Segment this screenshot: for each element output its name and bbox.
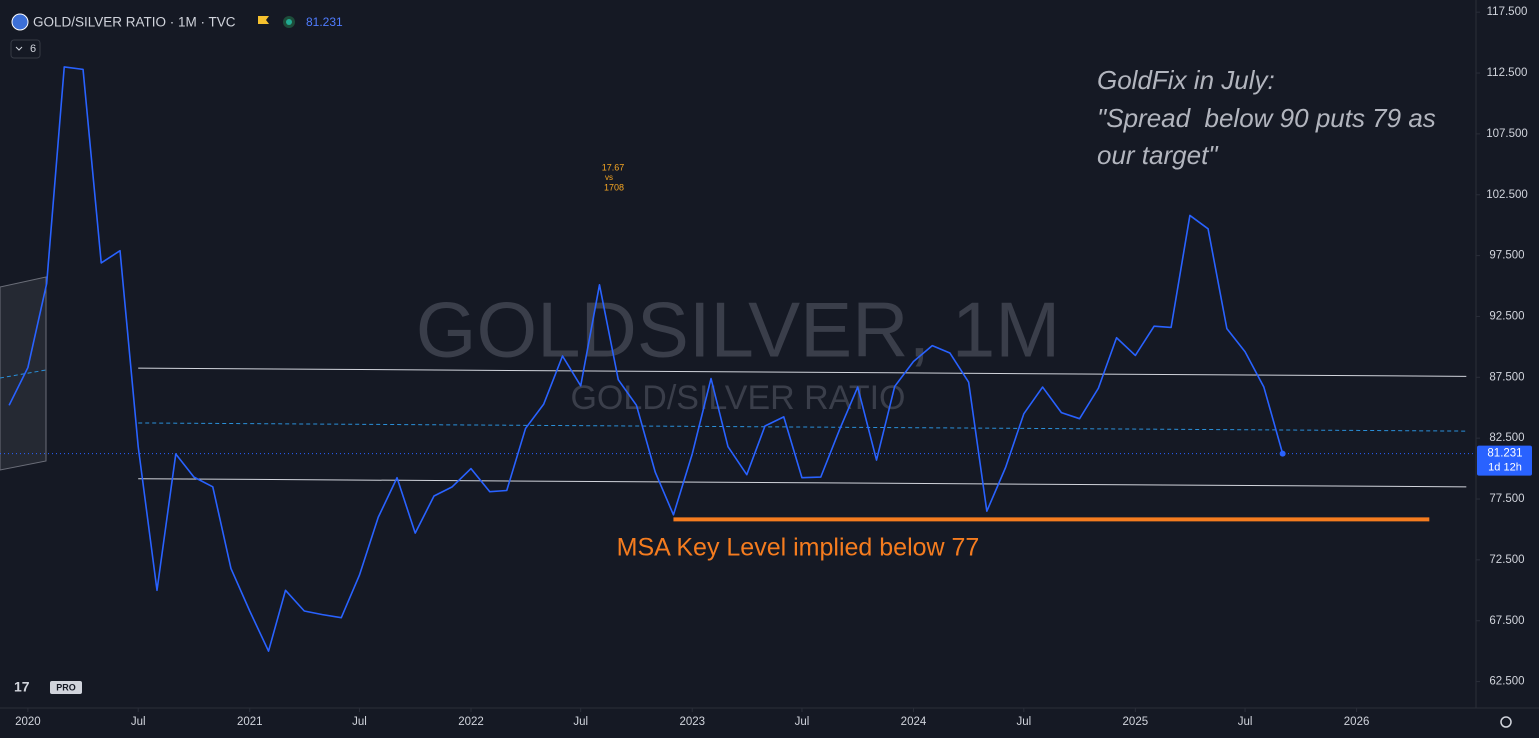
trendline (138, 367, 1467, 377)
annotation: "Spread below 90 puts 79 as (1097, 103, 1436, 133)
y-tick-label: 112.500 (1487, 67, 1528, 79)
watermark: GOLDSILVER, 1M (416, 286, 1060, 374)
logo-badge-text: PRO (56, 682, 76, 692)
trendline (138, 478, 1467, 488)
annotation: GoldFix in July: (1097, 65, 1275, 95)
y-tick-label: 87.500 (1489, 371, 1524, 383)
y-tick-label: 67.500 (1489, 615, 1524, 627)
y-tick-label: 107.500 (1486, 128, 1528, 140)
price-label: 81.231 (1487, 448, 1522, 460)
x-tick-label: 2020 (15, 716, 41, 728)
indicator-toggle[interactable] (10, 39, 41, 59)
x-tick-label: 2025 (1123, 716, 1149, 728)
chart-title[interactable]: GOLD/SILVER RATIO · 1M · TVC (33, 15, 236, 30)
logo-badge (50, 681, 82, 694)
small-note: 1708 (604, 182, 624, 192)
small-note: vs (605, 173, 613, 182)
channel-midline (0, 369, 47, 379)
x-tick-label: Jul (1016, 716, 1031, 728)
last-price: 81.231 (306, 15, 343, 29)
plot-area (0, 66, 1476, 652)
price-label-box (1477, 445, 1532, 476)
key-level-label: MSA Key Level implied below 77 (617, 534, 980, 562)
x-tick-label: Jul (1238, 716, 1253, 728)
x-tick-label: Jul (131, 716, 146, 728)
x-tick-label: Jul (795, 716, 810, 728)
y-tick-label: 82.500 (1489, 432, 1524, 444)
last-point (1279, 450, 1286, 457)
watermark-subtitle: GOLD/SILVER RATIO (570, 379, 905, 417)
y-tick-label: 117.500 (1487, 6, 1528, 18)
y-tick-label: 102.500 (1486, 189, 1528, 201)
countdown-label: 1d 12h (1488, 462, 1522, 474)
annotation: our target" (1097, 140, 1219, 170)
settings-icon[interactable] (1500, 716, 1512, 728)
trendline (138, 422, 1467, 432)
y-tick-label: 92.500 (1489, 310, 1524, 322)
x-tick-label: 2022 (458, 716, 484, 728)
symbol-icon (11, 13, 29, 31)
y-tick-label: 97.500 (1489, 250, 1524, 262)
chevron-icon (15, 46, 23, 51)
x-tick-label: 2023 (679, 716, 705, 728)
logo[interactable]: 17 (14, 679, 30, 695)
x-tick-label: 2021 (237, 716, 263, 728)
y-tick-label: 72.500 (1489, 554, 1524, 566)
x-tick-label: Jul (573, 716, 588, 728)
small-note: 17.67 (602, 162, 625, 172)
x-tick-label: Jul (352, 716, 367, 728)
status-dot (286, 19, 292, 25)
price-line (8, 66, 1284, 652)
flag-icon[interactable] (258, 16, 269, 24)
y-tick-label: 77.500 (1489, 493, 1524, 505)
x-tick-label: 2024 (901, 716, 927, 728)
y-tick-label: 62.500 (1489, 676, 1524, 688)
x-tick-label: 2026 (1344, 716, 1370, 728)
indicator-count: 6 (30, 43, 36, 55)
